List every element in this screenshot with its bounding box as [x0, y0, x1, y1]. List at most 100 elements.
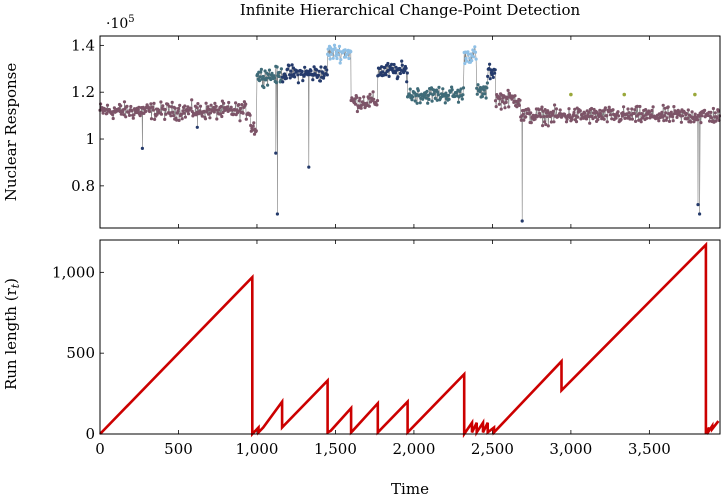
top-data-point [480, 94, 484, 99]
top-data-point [403, 69, 407, 73]
top-data-point [552, 120, 556, 124]
top-data-point [529, 121, 533, 125]
top-data-point [238, 119, 242, 123]
top-data-point [357, 99, 361, 103]
top-data-point [213, 101, 217, 105]
top-data-point [478, 90, 482, 94]
top-data-point [349, 50, 353, 54]
top-data-point [125, 104, 129, 108]
top-data-point [678, 110, 682, 114]
top-data-point [207, 107, 211, 112]
top-data-point [565, 117, 569, 121]
top-data-point [178, 103, 182, 107]
top-data-point [664, 118, 668, 122]
top-data-point [690, 110, 694, 114]
top-data-point [436, 90, 440, 94]
top-data-point [337, 48, 341, 53]
top-data-point [699, 121, 703, 125]
top-data-point [465, 59, 469, 63]
top-data-point [237, 103, 241, 107]
top-data-point [183, 104, 187, 108]
top-data-point [587, 110, 591, 114]
top-data-point [662, 119, 666, 123]
top-data-point [686, 116, 690, 120]
top-data-point [506, 88, 510, 92]
top-data-point [558, 108, 562, 112]
top-data-point [574, 120, 579, 124]
top-data-point [619, 117, 623, 122]
top-data-point [222, 101, 226, 105]
top-data-point [441, 87, 445, 91]
top-data-point [568, 113, 572, 117]
top-data-point [267, 68, 272, 72]
top-data-point [241, 111, 245, 115]
top-data-point [111, 113, 115, 117]
top-data-point [633, 108, 637, 112]
top-data-point [517, 103, 522, 107]
top-data-point [585, 117, 589, 121]
top-data-point [475, 92, 479, 96]
top-data-point [252, 132, 257, 136]
top-data-point [484, 96, 488, 100]
top-data-point [466, 50, 470, 54]
top-data-point [493, 99, 498, 103]
top-data-point [307, 165, 311, 169]
top-data-point [362, 95, 366, 99]
top-data-point [603, 106, 608, 110]
top-data-point [645, 116, 649, 120]
top-data-point [459, 87, 463, 91]
top-data-point [105, 111, 109, 115]
top-data-point [623, 116, 627, 120]
top-data-point [638, 104, 642, 109]
top-data-point [275, 65, 279, 69]
top-data-point [398, 71, 402, 76]
top-data-point [281, 80, 285, 84]
top-data-point [542, 115, 546, 119]
top-data-point [543, 108, 547, 112]
top-data-point [435, 98, 439, 102]
top-data-point [345, 52, 349, 57]
top-data-point [229, 105, 233, 109]
top-data-point [443, 94, 447, 98]
top-data-point [458, 89, 462, 93]
top-data-point [669, 110, 673, 114]
top-data-point [461, 93, 465, 97]
top-data-point [368, 92, 372, 96]
top-data-point [486, 74, 490, 78]
top-data-point [249, 123, 253, 128]
top-data-point [325, 73, 329, 77]
top-data-point [235, 108, 239, 112]
top-data-point [482, 88, 486, 92]
top-data-point [171, 110, 175, 114]
top-data-point [456, 100, 461, 104]
top-data-point [334, 54, 338, 58]
top-data-point [119, 104, 123, 108]
top-y-axis-label: Nuclear Response [2, 63, 20, 202]
top-data-point [137, 105, 141, 109]
top-data-point [140, 146, 144, 150]
top-data-point [553, 103, 557, 107]
top-data-point [240, 103, 244, 107]
top-data-point [475, 86, 479, 90]
top-data-point [215, 117, 219, 121]
top-data-point [159, 100, 163, 104]
top-data-point [244, 117, 248, 121]
top-data-point [639, 120, 643, 124]
top-data-point [244, 102, 248, 106]
top-data-point [186, 105, 190, 109]
top-data-point [627, 111, 631, 115]
top-data-point [527, 108, 531, 112]
top-data-point [183, 115, 187, 119]
top-data-point [590, 114, 594, 118]
top-data-point [303, 65, 307, 69]
top-data-point [381, 70, 385, 74]
top-data-point [234, 101, 238, 105]
bottom-y-axis-label: Run length (rt) [2, 278, 22, 390]
top-data-point [499, 107, 503, 111]
top-data-point [404, 66, 408, 70]
top-data-point [242, 100, 246, 104]
top-data-point [317, 69, 321, 73]
top-data-point [696, 118, 700, 122]
top-data-point [149, 102, 153, 106]
top-data-point [430, 99, 434, 103]
